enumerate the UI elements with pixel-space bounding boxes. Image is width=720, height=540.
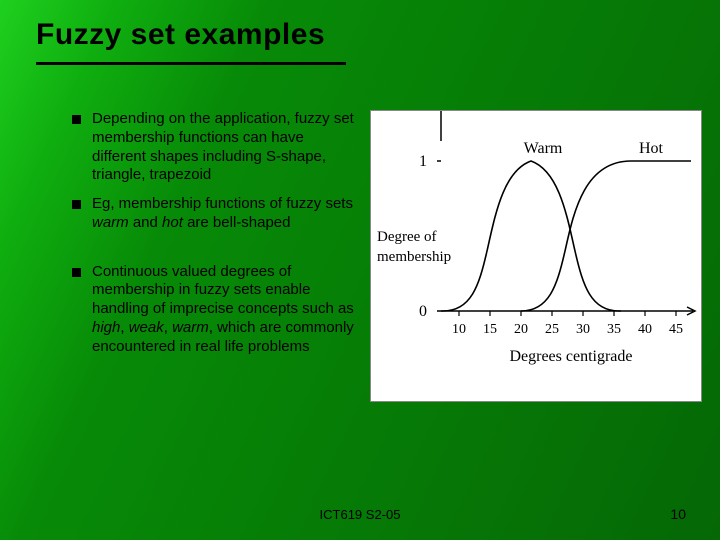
series-label-warm: Warm — [524, 140, 563, 157]
x-tick-label: 15 — [483, 322, 497, 337]
title-text: Fuzzy set examples — [36, 18, 325, 51]
page-title: Fuzzy set examples — [36, 18, 325, 52]
bullet-text: are bell-shaped — [183, 214, 291, 231]
y-tick-label: 1 — [419, 153, 427, 170]
x-tick-label: 25 — [545, 322, 559, 337]
list-item: Eg, membership functions of fuzzy sets w… — [70, 195, 360, 233]
title-underline — [36, 62, 346, 65]
x-axis-label: Degrees centigrade — [509, 348, 632, 365]
x-tick-label: 30 — [576, 322, 590, 337]
bullet-text: , — [164, 319, 172, 336]
x-ticks: 10 15 20 25 30 35 40 45 — [452, 311, 683, 337]
y-axis-label: membership — [377, 249, 451, 265]
bullet-text: , — [120, 319, 128, 336]
x-tick-label: 45 — [669, 322, 683, 337]
x-tick-label: 20 — [514, 322, 528, 337]
bullet-list: Depending on the application, fuzzy set … — [70, 110, 360, 366]
bullet-text: Continuous valued degrees of membership … — [92, 263, 354, 318]
slide: Fuzzy set examples Depending on the appl… — [0, 0, 720, 540]
italic-word: hot — [162, 214, 183, 231]
y-tick-label: 0 — [419, 303, 427, 320]
y-axis-label: Degree of — [377, 229, 437, 245]
x-tick-label: 35 — [607, 322, 621, 337]
italic-word: weak — [129, 319, 164, 336]
series-label-hot: Hot — [639, 140, 664, 157]
bullet-text: and — [129, 214, 162, 231]
footer-center: ICT619 S2-05 — [0, 507, 720, 522]
list-item: Continuous valued degrees of membership … — [70, 263, 360, 357]
slide-number: 10 — [670, 506, 686, 522]
series-warm — [441, 161, 621, 311]
bullet-text: Depending on the application, fuzzy set … — [92, 110, 354, 183]
series-hot — [521, 161, 691, 311]
list-item: Depending on the application, fuzzy set … — [70, 110, 360, 185]
fuzzy-chart: 1 0 Degree of membership 10 15 20 25 30 35 40 4… — [370, 110, 702, 402]
chart-svg: 1 0 Degree of membership 10 15 20 25 30 35 40 4… — [371, 111, 701, 401]
italic-word: warm — [92, 214, 129, 231]
x-tick-label: 40 — [638, 322, 652, 337]
italic-word: warm — [172, 319, 209, 336]
x-tick-label: 10 — [452, 322, 466, 337]
italic-word: high — [92, 319, 120, 336]
bullet-text: Eg, membership functions of fuzzy sets — [92, 195, 353, 212]
